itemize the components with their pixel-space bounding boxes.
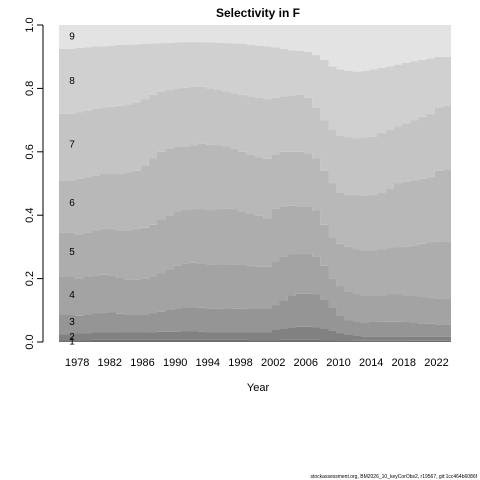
x-tick-label: 1994 — [196, 357, 220, 369]
footer-text: stockassessment.org, BM2026_10_keyCorObs… — [311, 474, 478, 480]
y-axis: 0.0 0.2 0.4 0.6 0.8 1.0 — [24, 17, 44, 350]
age-label-5: 5 — [69, 247, 75, 258]
area-age-2 — [59, 326, 451, 341]
area-age-1 — [59, 339, 451, 342]
age-label-4: 4 — [69, 290, 75, 301]
x-tick-label: 1990 — [163, 357, 187, 369]
area-age-5 — [59, 205, 451, 299]
age-label-3: 3 — [69, 317, 75, 328]
x-axis-label: Year — [247, 382, 270, 394]
x-tick-label: 2018 — [392, 357, 416, 369]
y-tick-label: 0.2 — [24, 271, 36, 286]
chart-title: Selectivity in F — [216, 6, 300, 20]
age-label-6: 6 — [69, 198, 75, 209]
x-axis: 1978 1982 1986 1990 1994 1998 2002 2006 2010 2014… — [65, 357, 449, 369]
x-tick-label: 2010 — [326, 357, 350, 369]
area-age-6 — [59, 143, 451, 251]
x-tick-label: 2014 — [359, 357, 383, 369]
age-label-9: 9 — [69, 32, 75, 43]
x-tick-label: 2006 — [294, 357, 318, 369]
age-labels: 12 3 4 5 6 7 8 9 — [69, 32, 75, 348]
age-label-7: 7 — [69, 139, 75, 150]
area-age-3 — [59, 293, 451, 337]
age-label-8: 8 — [69, 76, 75, 87]
x-tick-label: 2022 — [424, 357, 448, 369]
y-tick-label: 0.0 — [24, 334, 36, 349]
area-age-9 — [59, 25, 451, 72]
x-tick-label: 1982 — [98, 357, 122, 369]
area-age-8 — [59, 42, 451, 139]
y-tick-label: 0.6 — [24, 144, 36, 159]
y-tick-label: 0.4 — [24, 208, 36, 223]
area-layers — [59, 25, 451, 342]
x-tick-label: 1978 — [65, 357, 89, 369]
y-tick-label: 0.8 — [24, 81, 36, 96]
y-tick-label: 1.0 — [24, 17, 36, 32]
x-tick-label: 1998 — [228, 357, 252, 369]
area-age-7 — [59, 86, 451, 196]
x-tick-label: 1986 — [130, 357, 154, 369]
age-label-1: 1 — [69, 337, 75, 348]
area-age-4 — [59, 253, 451, 325]
x-tick-label: 2002 — [261, 357, 285, 369]
age-label-2: 2 — [69, 332, 75, 343]
